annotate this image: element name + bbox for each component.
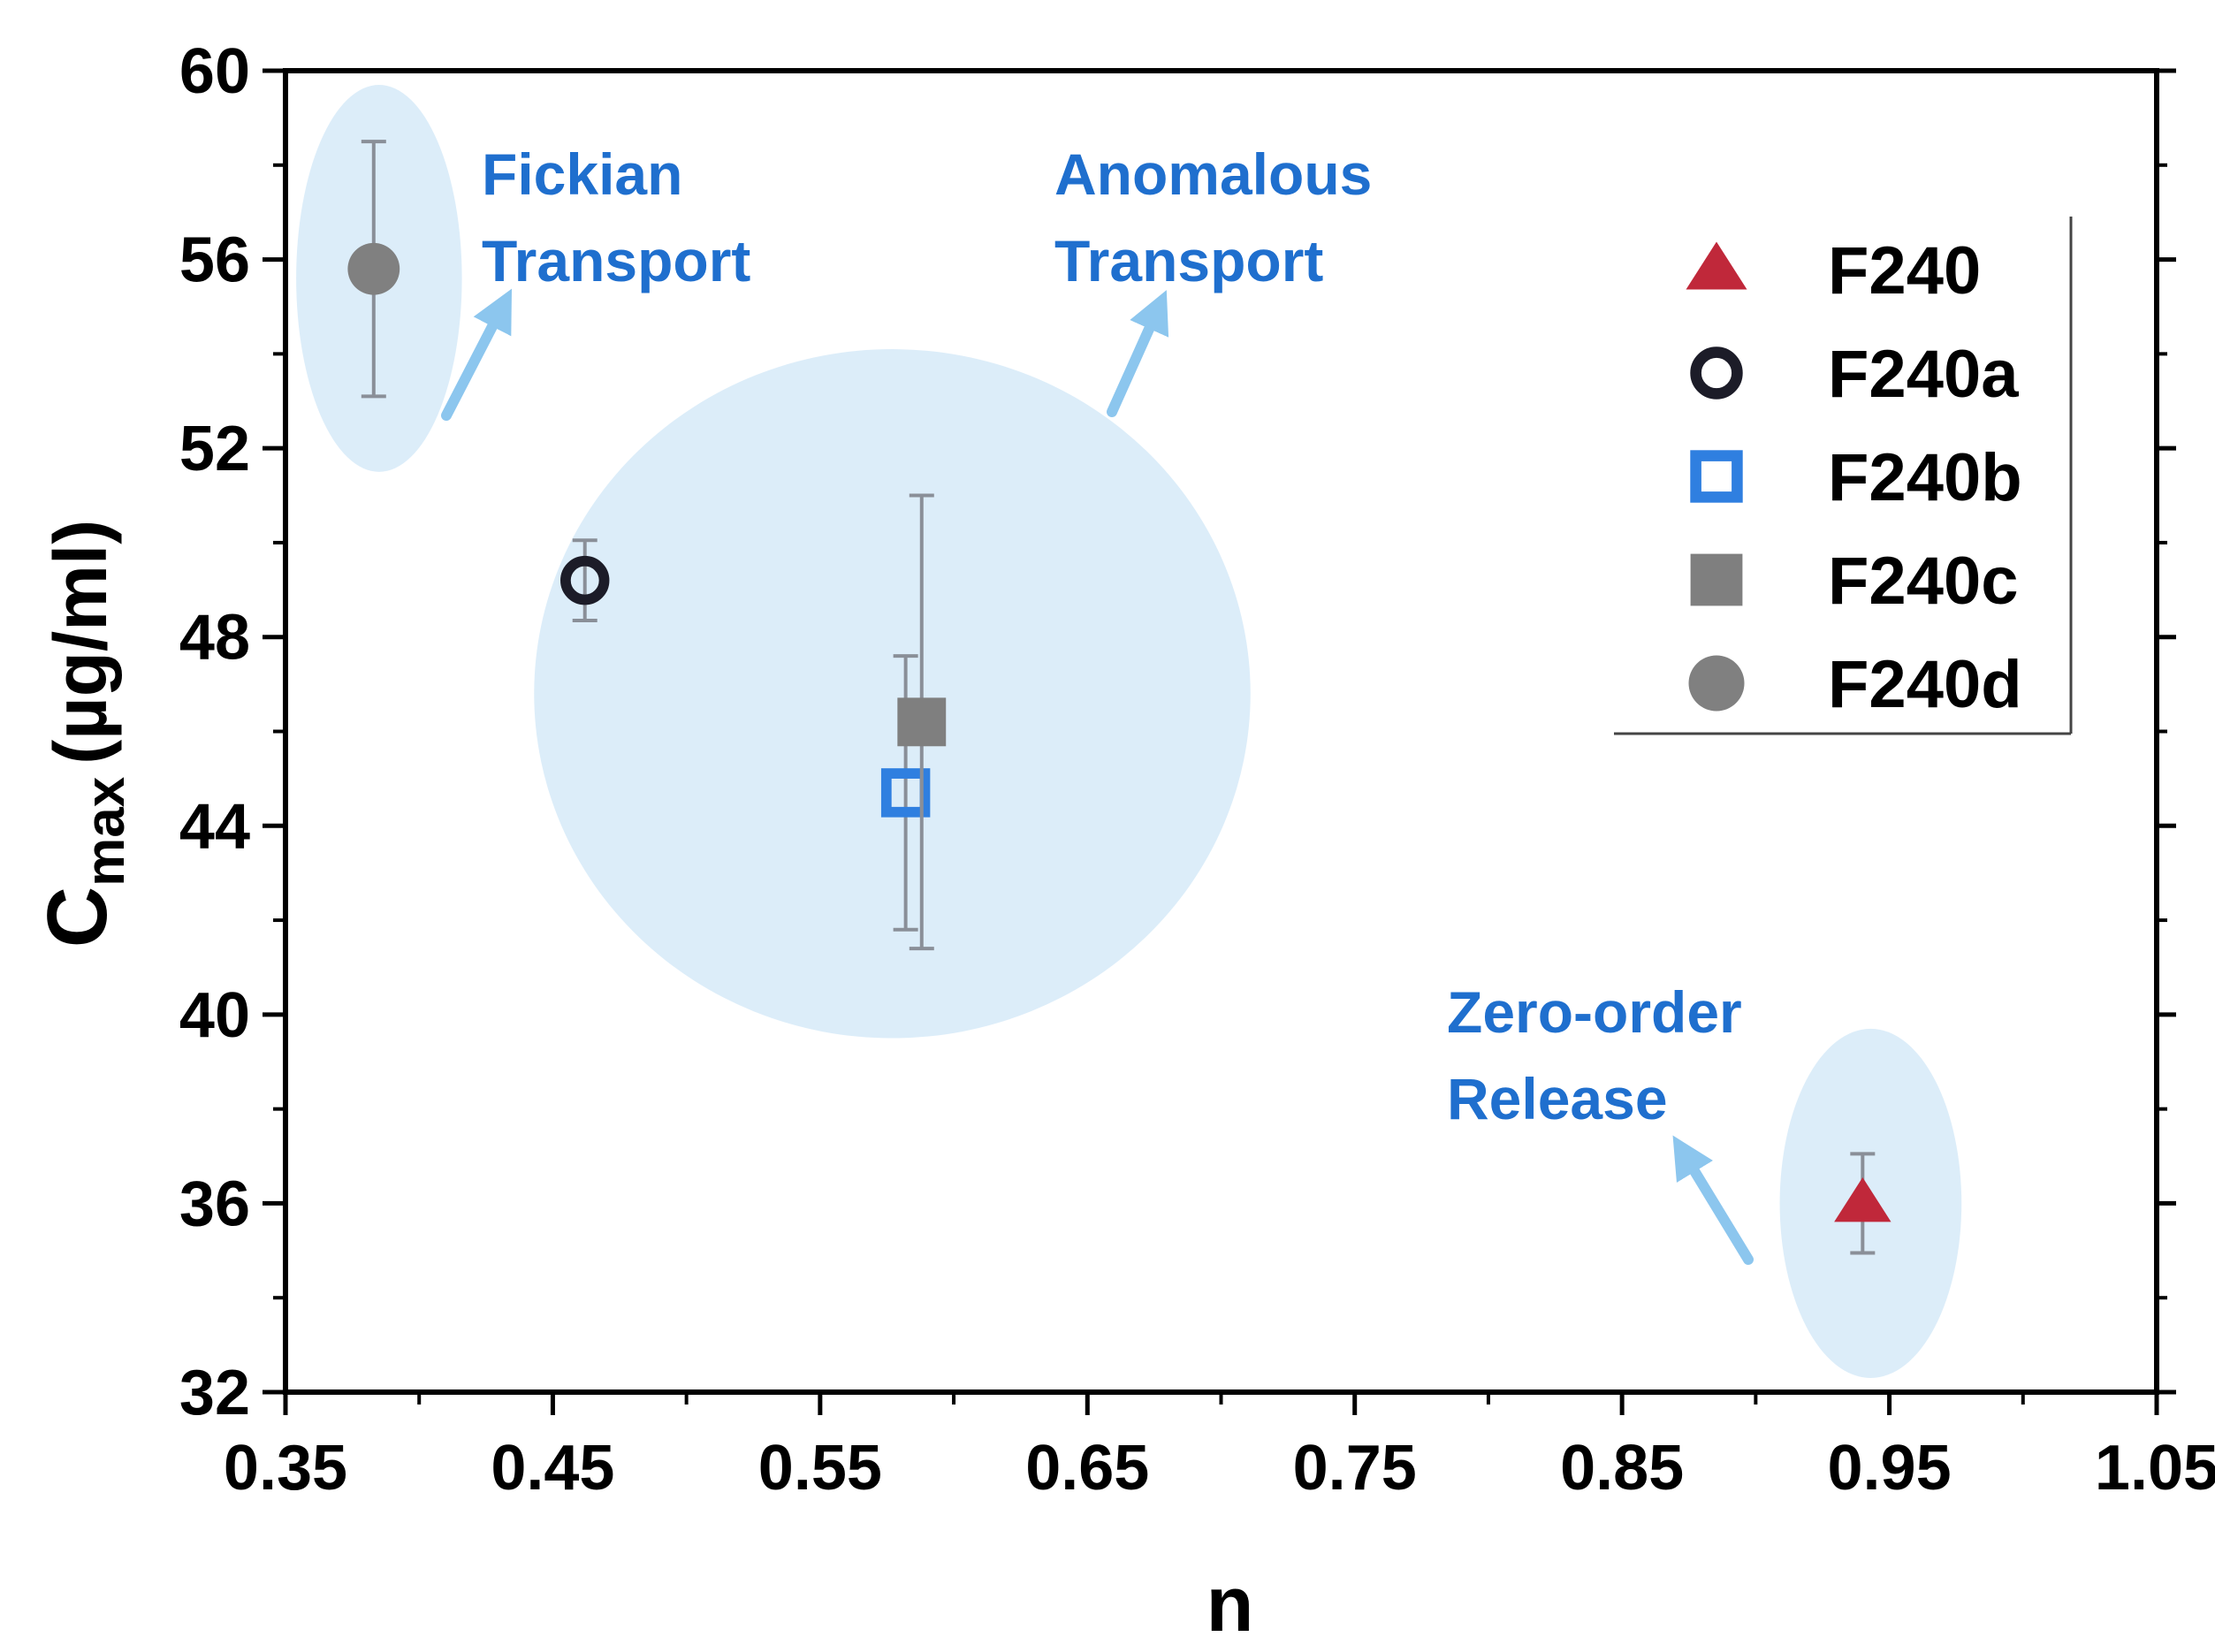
y-tick-label: 32 (179, 1358, 250, 1428)
x-tick-label: 0.45 (491, 1433, 614, 1504)
series-f240c (897, 493, 947, 951)
legend: F240 F240a F240b F240c F240d (1614, 217, 2073, 735)
x-tick-label: 0.65 (1025, 1433, 1149, 1504)
legend-label-f240b: F240b (1828, 440, 2022, 515)
annotations-layer: Fickian Transport Anomalous Transport Zero-o… (441, 141, 1754, 1265)
y-tick-label: 60 (179, 36, 250, 107)
x-tick-label: 0.75 (1293, 1433, 1417, 1504)
y-axis-title-unit: (µg/ml) (39, 520, 122, 765)
legend-label-f240a: F240a (1828, 337, 2019, 412)
point-f240b (880, 768, 931, 818)
series-f240d (347, 140, 400, 399)
legend-item-f240b: F240b (1690, 440, 2022, 515)
annotation-fickian-line-1: Fickian (482, 141, 682, 207)
y-tick-label: 44 (179, 791, 250, 862)
annotation-arrow-fickian (441, 288, 513, 421)
annotation-anomalous-line-1: Anomalous (1054, 141, 1372, 207)
point-f240d (347, 242, 400, 295)
legend-marker-f240c (1690, 553, 1743, 606)
legend-marker-f240b (1690, 450, 1743, 503)
x-tick-label: 0.85 (1560, 1433, 1684, 1504)
y-tick-label: 48 (179, 603, 250, 674)
legend-item-f240: F240 (1686, 233, 1981, 308)
y-axis-title: Cmax (µg/ml) (30, 520, 136, 948)
y-tick-label: 56 (179, 225, 250, 296)
annotation-zero-order-line-1: Zero-order (1447, 979, 1742, 1045)
legend-item-f240c: F240c (1690, 544, 2019, 619)
legend-label-f240: F240 (1828, 233, 1981, 308)
axes-layer: 0.35 0.45 0.55 0.65 0.75 0.85 0.95 1.05 32 36 40 44… (30, 36, 2215, 1648)
legend-marker-f240d (1688, 655, 1745, 712)
y-axis-title-main: C (30, 887, 125, 948)
annotation-arrow-zero-order (1672, 1135, 1754, 1265)
annotation-zero-order-line-2: Release (1447, 1066, 1668, 1131)
x-axis-title: n (1206, 1560, 1254, 1648)
y-tick-label: 40 (179, 980, 250, 1051)
legend-marker-f240 (1686, 241, 1747, 290)
region-anomalous (534, 349, 1251, 1039)
legend-label-f240d: F240d (1828, 647, 2022, 722)
point-f240 (1834, 1177, 1892, 1222)
y-axis-title-subscript: max (75, 776, 136, 887)
annotation-anomalous-line-2: Transport (1054, 228, 1323, 293)
point-f240a (559, 555, 610, 605)
y-tick-label: 52 (179, 414, 250, 484)
x-tick-label: 1.05 (2095, 1433, 2215, 1504)
legend-marker-f240a (1690, 346, 1743, 400)
series-f240 (1834, 1152, 1892, 1255)
legend-label-f240c: F240c (1828, 544, 2019, 619)
series-f240a (559, 538, 610, 623)
x-tick-label: 0.55 (758, 1433, 882, 1504)
x-tick-label: 0.95 (1828, 1433, 1952, 1504)
annotation-arrow-anomalous (1107, 290, 1169, 417)
legend-item-f240a: F240a (1690, 337, 2019, 412)
y-tick-label: 36 (179, 1169, 250, 1239)
x-tick-label: 0.35 (224, 1433, 347, 1504)
point-f240c (897, 697, 947, 747)
legend-item-f240d: F240d (1688, 647, 2022, 722)
data-marks-layer (347, 140, 1892, 1255)
annotation-fickian-line-2: Transport (482, 228, 750, 293)
regions-layer (296, 85, 1962, 1378)
